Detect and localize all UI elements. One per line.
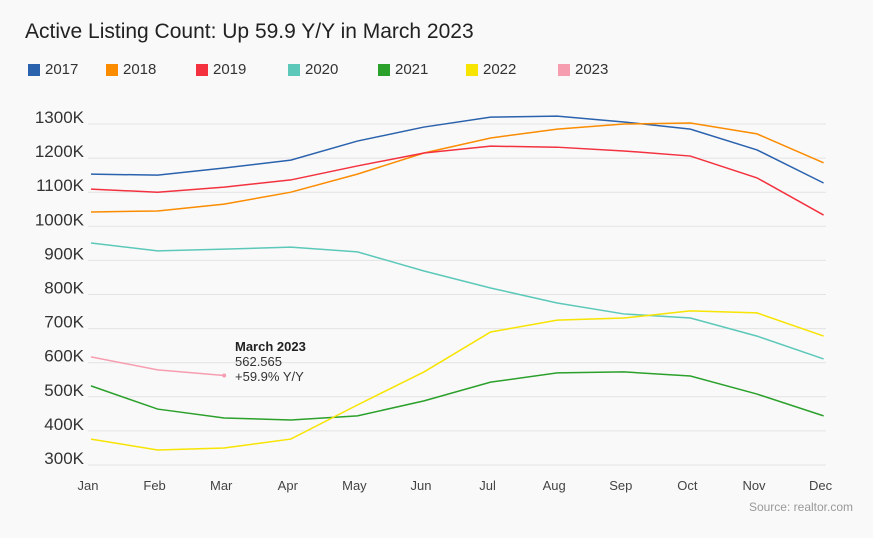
- legend-swatch: [28, 63, 40, 76]
- series-line-2017: [90, 115, 824, 184]
- legend-swatch: [288, 63, 300, 76]
- x-tick-label: Apr: [278, 478, 299, 493]
- y-tick-label: 600K: [44, 347, 84, 366]
- x-tick-label: Oct: [677, 478, 698, 493]
- x-tick-label: Nov: [742, 478, 766, 493]
- x-tick-label: Jun: [411, 478, 432, 493]
- series-line-2019: [90, 145, 824, 216]
- legend-swatch: [378, 63, 390, 76]
- annotation-value: 562.565: [235, 354, 282, 369]
- legend-swatch: [466, 63, 478, 76]
- y-tick-label: 1300K: [35, 108, 85, 127]
- x-tick-label: Sep: [609, 478, 632, 493]
- source-note: Source: realtor.com: [748, 500, 853, 514]
- legend-label: 2018: [123, 61, 157, 78]
- legend-label: 2020: [305, 61, 339, 78]
- y-tick-label: 700K: [44, 313, 84, 332]
- annotation-title: March 2023: [235, 339, 306, 354]
- legend-item-2020[interactable]: 2020: [288, 61, 378, 78]
- series-line-2023: [90, 356, 225, 377]
- legend-swatch: [106, 63, 118, 76]
- x-tick-label: Jul: [479, 478, 496, 493]
- legend-swatch: [558, 63, 570, 76]
- y-tick-label: 1200K: [35, 142, 85, 161]
- legend-item-2018[interactable]: 2018: [106, 61, 196, 78]
- x-tick-label: Mar: [210, 478, 233, 493]
- legend-label: 2019: [213, 61, 247, 78]
- chart-title: Active Listing Count: Up 59.9 Y/Y in Mar…: [25, 20, 474, 43]
- y-tick-label: 900K: [44, 244, 84, 263]
- y-tick-label: 500K: [44, 381, 84, 400]
- legend-label: 2021: [395, 61, 429, 78]
- legend: 2017 2018 2019 2020 2021 2022 2023: [28, 61, 618, 78]
- y-tick-label: 400K: [44, 415, 84, 434]
- y-tick-label: 300K: [44, 449, 84, 468]
- y-tick-label: 800K: [44, 279, 84, 298]
- series-line-2022: [90, 310, 824, 451]
- series-line-2020: [90, 242, 824, 360]
- legend-label: 2023: [575, 61, 609, 78]
- x-tick-label: May: [342, 478, 367, 493]
- legend-item-2023[interactable]: 2023: [558, 61, 618, 78]
- series-line-2021: [90, 371, 824, 421]
- series-2023-end-point: [222, 373, 227, 378]
- legend-item-2019[interactable]: 2019: [196, 61, 288, 78]
- series-line-2018: [90, 122, 824, 213]
- x-tick-label: Jan: [78, 478, 99, 493]
- legend-swatch: [196, 63, 208, 76]
- annotation-change: +59.9% Y/Y: [235, 369, 304, 384]
- y-tick-label: 1100K: [36, 176, 85, 195]
- legend-label: 2022: [483, 61, 517, 78]
- legend-item-2017[interactable]: 2017: [28, 61, 106, 78]
- legend-item-2021[interactable]: 2021: [378, 61, 466, 78]
- legend-label: 2017: [45, 61, 79, 78]
- legend-item-2022[interactable]: 2022: [466, 61, 558, 78]
- x-tick-label: Feb: [143, 478, 165, 493]
- x-tick-label: Dec: [809, 478, 833, 493]
- x-tick-label: Aug: [543, 478, 566, 493]
- y-tick-label: 1000K: [35, 210, 85, 229]
